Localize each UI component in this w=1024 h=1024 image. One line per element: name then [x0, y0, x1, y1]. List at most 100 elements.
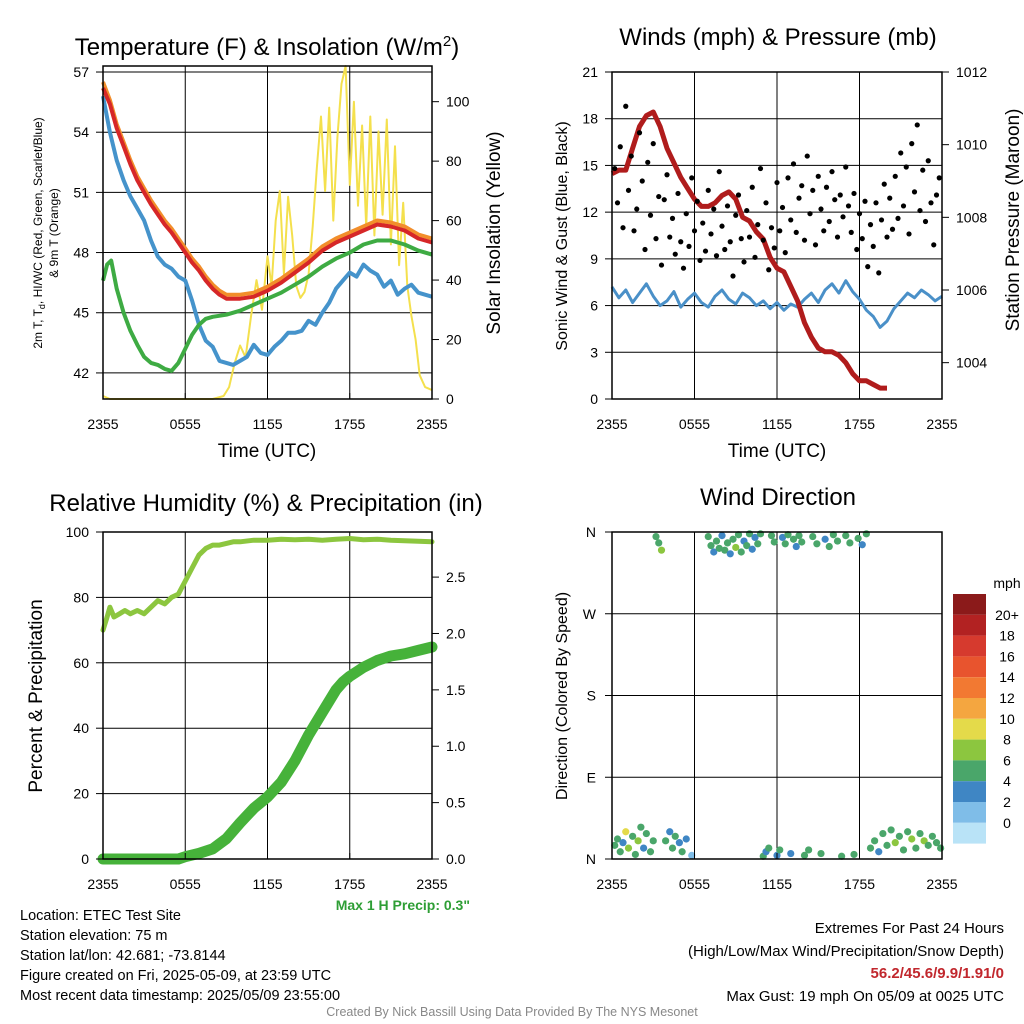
legend-swatch: [953, 635, 986, 657]
direction-point: [619, 839, 627, 847]
legend-label: 6: [1003, 752, 1011, 768]
rh-ytick-label: 20: [73, 786, 89, 802]
direction-point: [662, 837, 670, 845]
wind-y2tick-label: 1006: [956, 282, 987, 298]
gust-point: [749, 184, 755, 190]
temp-series-line-2: [101, 238, 433, 373]
direction-ylabel: Direction (Colored By Speed): [554, 592, 571, 800]
extremes-title: Extremes For Past 24 Hours: [814, 920, 1004, 937]
wind-y2tick-label: 1010: [956, 137, 987, 153]
dir-xtick-label: 2355: [596, 876, 627, 892]
gust-point: [777, 228, 783, 234]
direction-point: [613, 835, 622, 843]
gust-point: [680, 265, 687, 271]
gust-point: [691, 228, 698, 234]
direction-point: [767, 532, 776, 540]
gust-point: [653, 236, 659, 242]
wind-ytick-label: 21: [582, 64, 598, 80]
gust-point: [708, 231, 714, 237]
temp-ytick-label: 51: [73, 184, 89, 200]
wind-ytick-label: 15: [582, 157, 598, 173]
direction-point: [640, 844, 648, 852]
direction-point: [611, 841, 619, 849]
gust-point: [779, 204, 786, 211]
gust-point: [713, 253, 720, 259]
gust-point: [873, 200, 879, 206]
direction-point: [668, 844, 677, 852]
rh-y2tick-label: 0.5: [446, 795, 466, 811]
direction-grid: [611, 531, 943, 860]
gust-point: [790, 161, 797, 167]
temperature-xlabel: Time (UTC): [218, 441, 317, 462]
direction-point: [652, 532, 660, 541]
direction-point: [624, 844, 633, 852]
direction-point: [770, 538, 778, 546]
direction-point: [821, 535, 829, 543]
temperature-ylabel-line2: & 9m T (Orange): [47, 188, 61, 278]
gust-point: [697, 257, 703, 264]
gust-point: [645, 159, 651, 165]
humidity-ylabel: Percent & Precipitation: [26, 599, 47, 792]
direction-point: [765, 844, 773, 852]
gust-point: [933, 192, 940, 198]
wind-ytick-label: 12: [582, 204, 598, 220]
dir-xtick-label: 1155: [762, 876, 792, 892]
gust-point: [623, 103, 629, 109]
wind-ticks: 2355 0555 1155 1755 2355 21 18 15 12 9 6 3 0 1012 1010…: [582, 64, 987, 432]
gust-point: [628, 153, 634, 159]
gust-point: [667, 234, 673, 240]
rh-y2tick-label: 2.5: [446, 569, 466, 585]
direction-point: [726, 550, 734, 558]
direction-point: [789, 535, 798, 543]
wind-xtick-label: 1155: [762, 416, 792, 432]
gust-point: [903, 164, 909, 170]
gust-point: [614, 200, 621, 206]
direction-point: [675, 839, 683, 847]
gust-point: [906, 231, 912, 237]
temp-ytick-label: 57: [73, 64, 89, 80]
rh-line: [100, 536, 435, 633]
gust-point: [700, 220, 706, 226]
wind-panel: Winds (mph) & Pressure (mb) 2355 0555 1155…: [554, 24, 1024, 462]
gust-point: [854, 246, 860, 253]
temp-xtick-label: 0555: [170, 416, 201, 432]
dir-xtick-label: 0555: [679, 876, 710, 892]
gust-point: [722, 246, 728, 253]
gust-point: [829, 169, 835, 175]
wind-ytick-label: 9: [590, 251, 598, 267]
gust-point: [884, 234, 890, 240]
direction-point: [838, 852, 846, 860]
legend-label: 16: [999, 648, 1015, 664]
temperature-ticks: 2355 0555 1155 1755 2355 57 54 51 48 45 42 100 80 60 4…: [73, 64, 469, 432]
rh-ytick-label: 100: [66, 524, 90, 540]
rh-xtick-label: 0555: [170, 876, 201, 892]
direction-point: [704, 532, 712, 541]
direction-point: [629, 832, 637, 840]
gust-point: [678, 239, 684, 245]
gust-point: [661, 197, 667, 203]
temp-ytick-label: 54: [73, 124, 89, 140]
direction-title: Wind Direction: [700, 484, 856, 511]
wind-series: [610, 103, 943, 391]
rh-xtick-label: 2355: [87, 876, 118, 892]
wind-grid: [611, 71, 943, 400]
gust-point: [840, 214, 846, 220]
gust-point: [755, 222, 761, 228]
gust-point: [837, 192, 843, 198]
direction-point: [798, 538, 806, 546]
direction-point: [710, 548, 718, 556]
gust-point: [705, 187, 711, 193]
temperature-series: [101, 65, 433, 400]
gust-point: [788, 217, 794, 223]
max-precip-annotation: Max 1 H Precip: 0.3": [336, 897, 470, 913]
direction-point: [805, 846, 813, 854]
gust-point: [650, 141, 656, 147]
direction-point: [829, 531, 837, 539]
temp-series-line-4: [101, 87, 433, 301]
direction-point: [932, 839, 941, 847]
direction-point: [712, 537, 721, 545]
pressure-line: [610, 109, 887, 391]
direction-point: [655, 539, 663, 547]
legend-swatch: [953, 802, 986, 823]
direction-point: [875, 848, 883, 856]
